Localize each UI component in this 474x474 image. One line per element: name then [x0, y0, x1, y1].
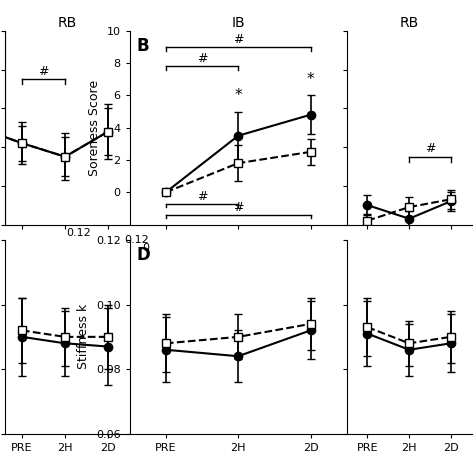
Text: 0.12: 0.12	[125, 235, 149, 246]
Text: 0.12: 0.12	[66, 228, 91, 238]
Text: #: #	[38, 65, 49, 78]
Y-axis label: Soreness Score: Soreness Score	[88, 80, 101, 176]
Y-axis label: Stiffness k: Stiffness k	[77, 304, 91, 370]
Text: #: #	[233, 201, 244, 214]
Text: *: *	[234, 89, 242, 103]
Title: RB: RB	[58, 16, 77, 30]
Text: #: #	[233, 33, 244, 46]
Text: 0: 0	[142, 243, 149, 253]
Title: RB: RB	[400, 16, 419, 30]
Text: #: #	[197, 190, 207, 202]
Title: IB: IB	[231, 16, 245, 30]
Text: #: #	[425, 142, 435, 155]
Text: #: #	[197, 52, 207, 65]
Text: B: B	[136, 36, 149, 55]
Text: *: *	[307, 73, 314, 87]
Text: D: D	[136, 246, 150, 264]
